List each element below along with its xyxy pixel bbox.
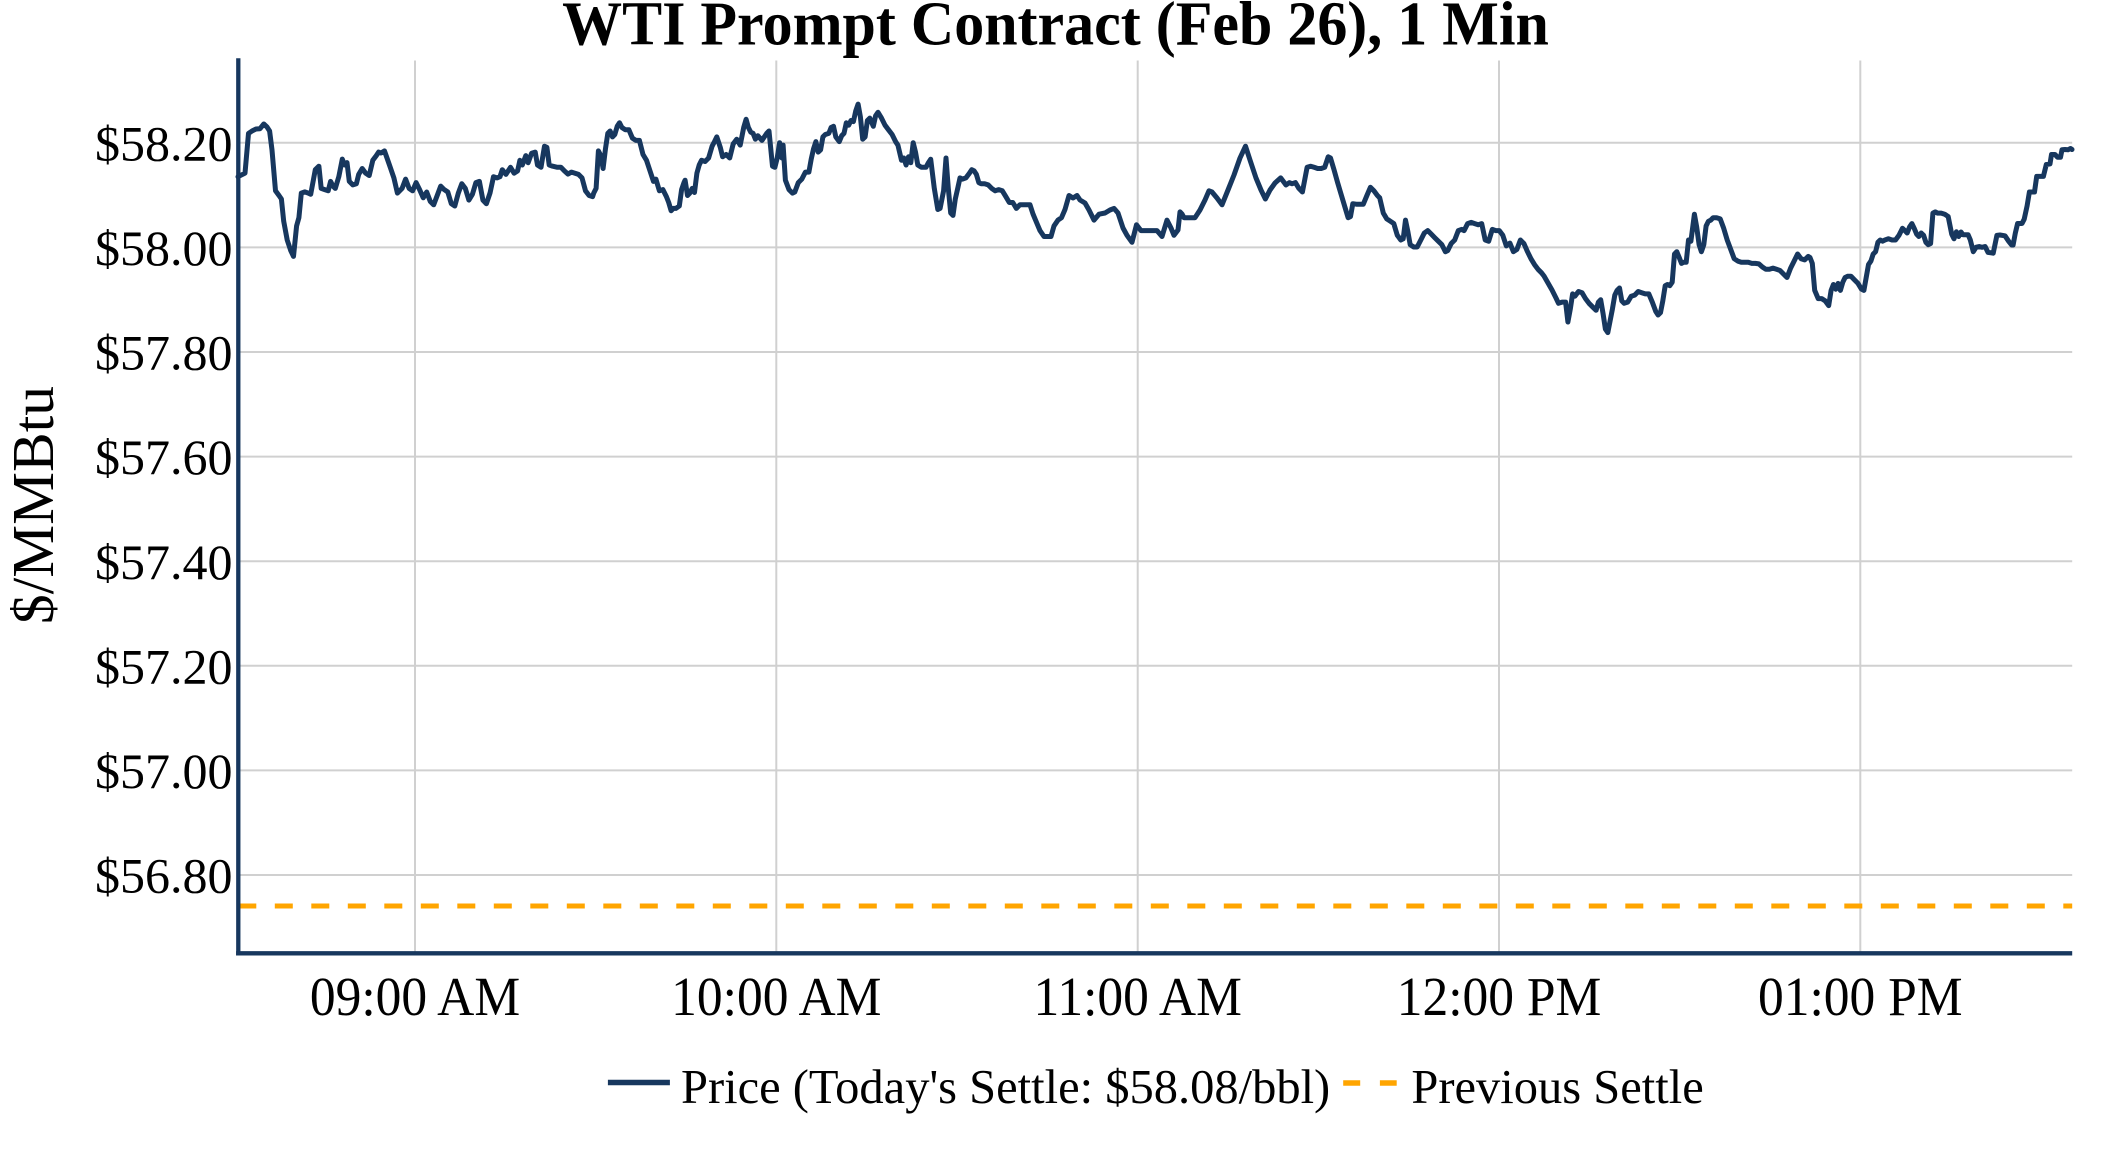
svg-text:WTI Prompt Contract (Feb 26),: WTI Prompt Contract (Feb 26), 1 Min bbox=[562, 0, 1549, 59]
svg-text:$57.60: $57.60 bbox=[95, 429, 233, 485]
svg-text:09:00 AM: 09:00 AM bbox=[310, 965, 520, 1027]
svg-text:$57.20: $57.20 bbox=[95, 638, 233, 694]
svg-text:$57.80: $57.80 bbox=[95, 325, 233, 381]
svg-text:10:00 AM: 10:00 AM bbox=[671, 965, 881, 1027]
svg-text:$57.40: $57.40 bbox=[95, 534, 233, 590]
svg-text:$57.00: $57.00 bbox=[95, 743, 233, 799]
svg-text:$58.20: $58.20 bbox=[95, 115, 233, 171]
svg-text:12:00 PM: 12:00 PM bbox=[1397, 965, 1602, 1027]
svg-text:Price (Today's Settle: $58.08/: Price (Today's Settle: $58.08/bbl) bbox=[681, 1061, 1330, 1114]
svg-text:01:00 PM: 01:00 PM bbox=[1758, 965, 1963, 1027]
svg-text:$56.80: $56.80 bbox=[95, 848, 233, 904]
svg-text:Previous Settle: Previous Settle bbox=[1411, 1061, 1703, 1114]
svg-text:$58.00: $58.00 bbox=[95, 220, 233, 276]
svg-text:$/MMBtu: $/MMBtu bbox=[0, 386, 66, 624]
svg-text:11:00 AM: 11:00 AM bbox=[1034, 965, 1242, 1027]
